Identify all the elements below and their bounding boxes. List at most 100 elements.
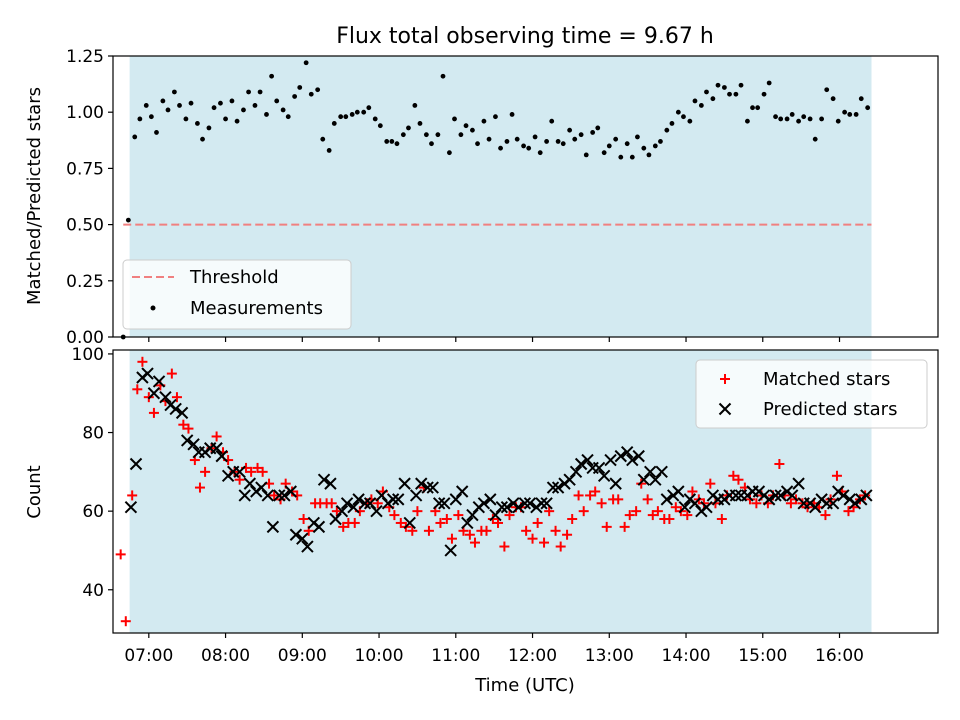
matched-star-point [728, 470, 739, 481]
matched-star-point [682, 510, 693, 521]
matched-star-point [613, 494, 624, 505]
matched-star-point [446, 533, 457, 544]
matched-star-point [733, 474, 744, 485]
measurement-point [618, 154, 624, 160]
predicted-star-point [335, 504, 349, 518]
predicted-star-point [124, 501, 138, 514]
predicted-star-point [432, 497, 446, 510]
predicted-star-point [169, 402, 182, 416]
x-tick-label: 12:00 [508, 646, 557, 666]
predicted-star-point [398, 477, 411, 490]
y-tick-label: 100 [72, 345, 104, 365]
measurement-point [601, 150, 607, 156]
measurement-point [137, 116, 143, 122]
measurement-point [727, 91, 732, 97]
measurement-point [532, 134, 538, 140]
measurement-point [830, 96, 836, 102]
matched-star-point [338, 521, 349, 532]
measurement-point [234, 118, 240, 124]
predicted-star-point [392, 493, 405, 506]
predicted-star-point [340, 497, 354, 510]
matched-star-point [567, 514, 578, 525]
predicted-star-point [604, 453, 617, 467]
measurement-point [326, 148, 332, 153]
matched-star-point [389, 510, 400, 521]
measurement-point [544, 139, 550, 144]
matched-star-point [412, 506, 423, 517]
measurement-point [761, 91, 767, 97]
predicted-star-point [266, 520, 280, 534]
measurement-point [784, 116, 790, 122]
matched-legend-label: Matched stars [763, 369, 890, 390]
predicted-star-point [187, 438, 200, 451]
measurement-point [320, 136, 326, 142]
predicted-star-point [415, 477, 428, 490]
measurement-point [606, 143, 612, 149]
measurement-point [125, 217, 131, 223]
predicted-star-point [718, 402, 732, 416]
matched-star-point [407, 525, 418, 536]
measurement-point [417, 121, 423, 126]
measurement-point [555, 139, 561, 144]
measurement-point [526, 145, 532, 151]
predicted-star-point [329, 512, 342, 526]
predicted-star-point [729, 489, 743, 502]
matched-star-point [521, 525, 532, 536]
matched-star-point [631, 506, 642, 517]
bottom-legend-box [695, 359, 928, 429]
measurement-point [590, 130, 596, 135]
measurement-point [188, 100, 194, 106]
predicted-star-point [609, 477, 622, 490]
predicted-star-point [466, 508, 479, 522]
y-tick-label: 1.00 [66, 103, 104, 123]
measurement-point [308, 91, 314, 97]
measurement-point [583, 152, 589, 158]
predicted-star-point [141, 367, 154, 380]
matched-star-point [464, 529, 475, 540]
x-tick-label: 15:00 [738, 646, 787, 666]
bottom-x-axis: 07:00 08:00 09:00 10:00 11:00 12:00 13:00 14:00… [124, 633, 864, 666]
matched-star-point [127, 490, 138, 501]
predicted-star-point [495, 501, 509, 514]
matched-star-point [183, 423, 194, 434]
measurement-point [148, 114, 154, 120]
predicted-star-point [238, 489, 251, 502]
top-legend-box [122, 259, 352, 330]
predicted-star-point [409, 489, 423, 502]
measurement-point [812, 136, 818, 142]
y-tick-label: 0.00 [66, 328, 104, 348]
matched-star-point [120, 616, 131, 627]
predicted-star-point [644, 465, 657, 479]
predicted-star-point [363, 497, 377, 510]
measurement-point [824, 87, 830, 93]
predicted-star-point [210, 442, 223, 455]
measurement-point [285, 114, 291, 120]
measurement-point [331, 121, 337, 126]
matched-legend-swatch [720, 374, 730, 384]
matched-star-point [716, 514, 727, 525]
measurement-point [481, 118, 487, 124]
predicted-star-point [785, 489, 799, 502]
measurement-point [567, 127, 573, 133]
top-axes-frame [112, 55, 939, 338]
matched-star-point [499, 541, 510, 552]
measurements-legend-label: Measurements [190, 298, 323, 319]
predicted-star-point [500, 501, 514, 514]
measurement-point [658, 139, 663, 144]
measurement-point [493, 114, 498, 120]
measurement-point [853, 112, 859, 117]
measurement-point [664, 127, 670, 133]
measurement-point [143, 103, 149, 108]
predicted-star-point [620, 445, 634, 459]
matched-star-point [624, 510, 635, 521]
measurement-point [750, 105, 755, 111]
predicted-star-point [518, 497, 532, 510]
x-tick-label: 10:00 [355, 646, 404, 666]
matched-star-point [647, 510, 658, 521]
x-tick-label: 13:00 [585, 646, 634, 666]
measurement-point [361, 109, 367, 115]
measurement-point [681, 114, 686, 120]
measurement-point [343, 114, 349, 120]
measurement-point [269, 73, 275, 79]
predicted-star-point [535, 497, 548, 510]
